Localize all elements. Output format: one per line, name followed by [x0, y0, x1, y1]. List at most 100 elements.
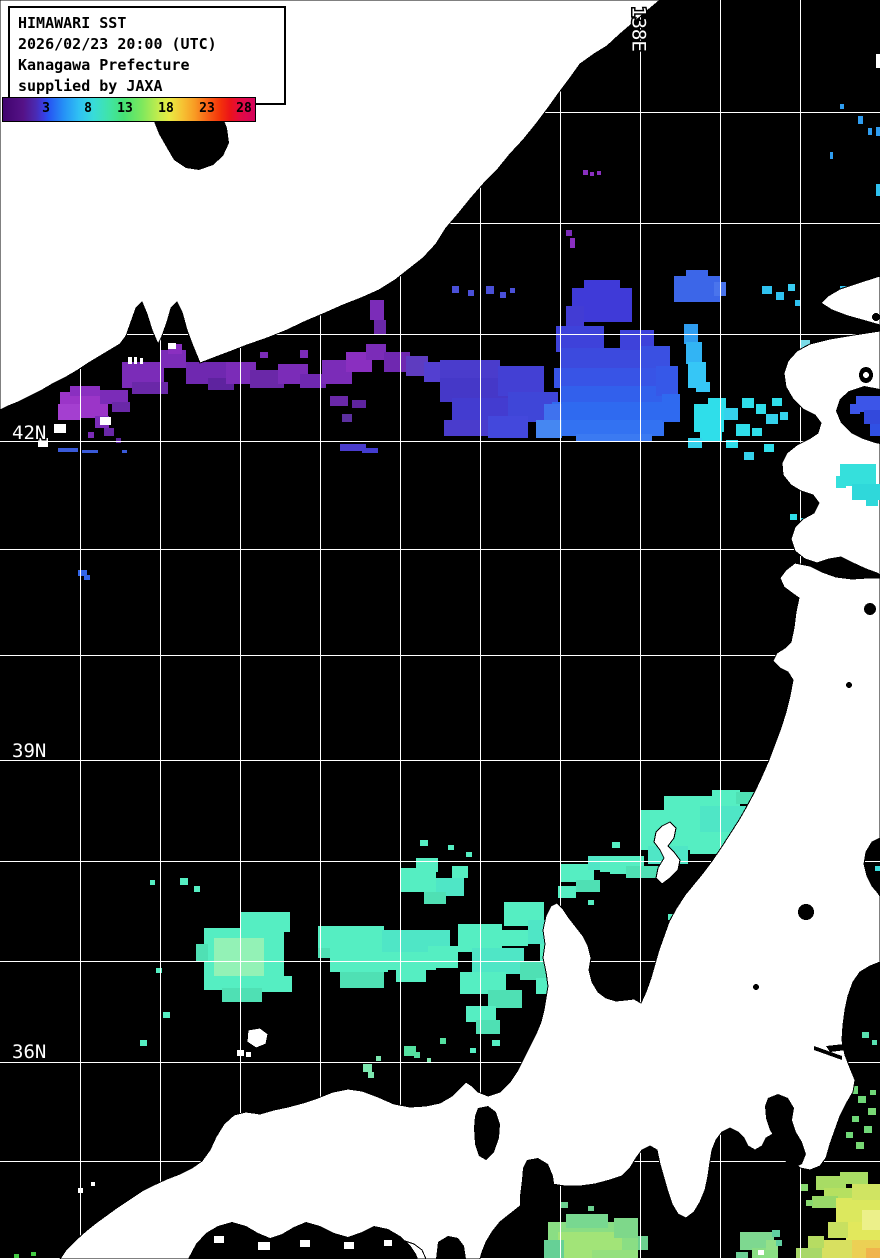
- sst-pixel-block: [544, 1240, 564, 1259]
- sst-pixel-block: [560, 348, 654, 370]
- sst-pixel-block: [868, 128, 872, 135]
- sst-pixel-block: [448, 845, 454, 850]
- kii-channel: [436, 1236, 466, 1259]
- sst-pixel-block: [780, 412, 788, 420]
- sst-blue-main-mass: [536, 270, 726, 442]
- sst-teal-west-blob: [140, 878, 292, 1046]
- sst-pixel-block: [160, 350, 186, 368]
- sst-pixel-block: [864, 1126, 872, 1133]
- sst-pixel-block: [766, 1240, 778, 1250]
- sst-pixel-block: [612, 842, 620, 848]
- sst-pixel-block: [700, 432, 722, 442]
- sst-pixel-block: [440, 360, 500, 380]
- sst-pixel-block: [756, 404, 766, 414]
- sst-pixel-block: [588, 900, 594, 905]
- sst-pixel-block: [363, 1064, 372, 1072]
- sst-pixel-block: [420, 840, 428, 846]
- islet: [54, 424, 66, 433]
- sst-pixel-block: [576, 880, 600, 892]
- sst-pixel-block: [708, 398, 726, 410]
- sst-pixel-block: [406, 356, 428, 376]
- sst-pixel-block: [674, 276, 720, 302]
- sst-pixel-block: [500, 292, 506, 298]
- info-box: HIMAWARI SST 2026/02/23 20:00 (UTC) Kana…: [8, 6, 286, 105]
- sst-pixel-block: [584, 280, 620, 292]
- sst-pixel-block: [452, 866, 468, 878]
- sst-pixel-block: [740, 1232, 774, 1250]
- sst-pixel-block: [180, 878, 188, 885]
- sst-pixel-block: [858, 1096, 866, 1103]
- islet: [344, 1242, 354, 1249]
- sst-purple-specks-north: [566, 170, 601, 248]
- temperature-colorbar: 3 8 13 18 23 28: [2, 97, 256, 122]
- colorbar-tick-3: 3: [42, 101, 50, 116]
- islet: [645, 1056, 649, 1060]
- sst-pixel-block: [872, 1040, 877, 1045]
- tone-river: [814, 1046, 842, 1060]
- sst-pixel-block: [566, 1214, 608, 1228]
- islet: [38, 438, 48, 447]
- sst-pixel-block: [552, 402, 664, 422]
- info-region: Kanagawa Prefecture: [18, 56, 190, 74]
- sst-pixel-block: [686, 270, 708, 280]
- sst-pixel-block: [614, 1218, 638, 1238]
- sst-pixel-block: [300, 350, 308, 358]
- sst-pixel-block: [554, 368, 658, 388]
- sst-pixel-block: [460, 972, 506, 994]
- sst-pixel-block: [414, 1052, 420, 1058]
- sst-pixel-block: [764, 444, 774, 452]
- sst-pixel-block: [583, 170, 588, 175]
- sst-pixel-block: [194, 886, 200, 892]
- sst-pixel-block: [876, 184, 880, 196]
- islet: [140, 358, 143, 364]
- sst-pixel-block: [686, 342, 702, 364]
- islet: [876, 54, 880, 68]
- sst-pixel-block: [31, 1252, 36, 1256]
- sst-pixel-block: [752, 1248, 778, 1259]
- sst-pixel-block: [340, 444, 366, 451]
- islet: [134, 357, 137, 364]
- islet: [168, 343, 176, 349]
- sst-pixel-block: [840, 464, 876, 486]
- sst-pixel-block: [876, 127, 880, 136]
- info-timestamp: 2026/02/23 20:00 (UTC): [18, 35, 217, 53]
- sst-pixel-block: [688, 438, 702, 448]
- coordinate-label-39N: 39N: [12, 740, 46, 762]
- info-title: HIMAWARI SST: [18, 14, 127, 32]
- islet: [246, 1052, 251, 1057]
- sst-pixel-block: [214, 938, 264, 976]
- sst-pixel-block: [850, 404, 860, 414]
- sst-pixel-block: [150, 880, 155, 885]
- sst-pixel-block: [104, 428, 114, 436]
- sst-pixel-block: [82, 450, 98, 453]
- islet: [214, 1236, 224, 1243]
- sst-pixel-block: [570, 238, 575, 248]
- sst-pixel-block: [58, 404, 80, 420]
- sst-pixel-block: [866, 498, 878, 506]
- sst-pixel-block: [790, 514, 797, 520]
- sst-pixel-block: [470, 1048, 476, 1053]
- sst-pixel-block: [640, 346, 670, 368]
- sst-pixel-block: [772, 1230, 780, 1237]
- islet: [758, 1250, 764, 1255]
- islet: [258, 1242, 270, 1250]
- lake-tazawa: [846, 682, 852, 688]
- islet: [237, 1050, 244, 1056]
- sst-pixel-block: [688, 362, 706, 388]
- sst-yellow-boso-pacific: [14, 1086, 880, 1259]
- sst-pixel-block: [820, 1240, 860, 1259]
- sst-pixel-block: [370, 300, 384, 320]
- sst-pixel-block: [626, 866, 660, 878]
- sst-pixel-block: [766, 414, 778, 424]
- sst-pixel-block: [396, 970, 426, 982]
- sst-pixel-block: [440, 1038, 446, 1044]
- sst-pixel-block: [776, 292, 784, 300]
- sst-pixel-block: [260, 352, 268, 358]
- islet: [91, 1182, 95, 1186]
- sst-pixel-block: [560, 864, 594, 882]
- sst-pixel-block: [806, 1200, 813, 1206]
- sst-pixel-block: [788, 284, 795, 291]
- sst-pixel-block: [808, 1236, 824, 1248]
- colorbar-tick-28: 28: [236, 101, 252, 116]
